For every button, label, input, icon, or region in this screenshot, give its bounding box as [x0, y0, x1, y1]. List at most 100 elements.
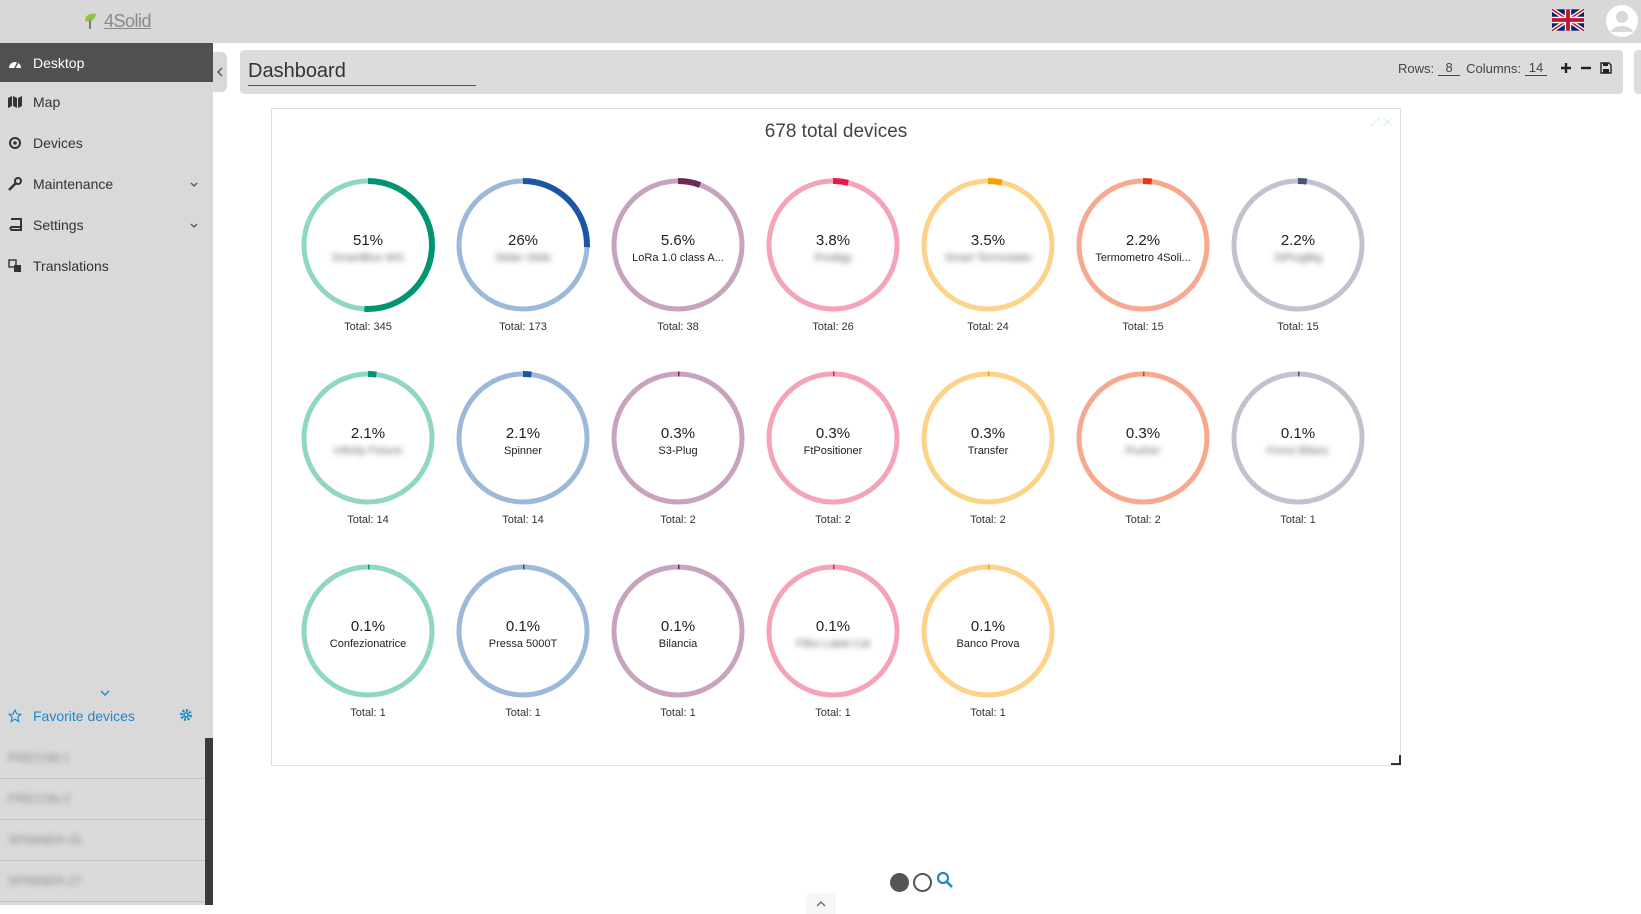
plus-icon[interactable] [1559, 61, 1573, 75]
sidebar-item-label: Maintenance [33, 175, 114, 192]
donut-chart[interactable]: 0.3% S3-Plug Total: 2 [608, 368, 748, 528]
sidebar-item-desktop[interactable]: Desktop [0, 43, 213, 82]
gear-icon[interactable] [179, 708, 195, 724]
sidebar-item-maintenance[interactable]: Maintenance [0, 164, 213, 203]
donut-chart[interactable]: 26% Slider Slide Total: 173 [453, 175, 593, 335]
donut-device-name: SmartiBox WG [331, 252, 405, 264]
donut-chart[interactable]: 0.3% Pusher Total: 2 [1073, 368, 1213, 528]
donut-svg [921, 564, 1055, 698]
app-logo[interactable]: 4Solid [82, 4, 152, 38]
donut-total: Total: 1 [350, 707, 386, 719]
sidebar-item-label: Map [33, 93, 61, 110]
chevron-down-icon [189, 177, 199, 187]
donut-percent: 0.3% [815, 425, 851, 442]
donut-chart[interactable]: 3.8% Prodigy Total: 26 [763, 175, 903, 335]
save-icon[interactable] [1599, 61, 1613, 75]
donut-slice [611, 178, 745, 312]
donut-percent: 2.1% [350, 425, 386, 442]
donut-chart[interactable]: 5.6% LoRa 1.0 class A... Total: 38 [608, 175, 748, 335]
scrollbar[interactable] [205, 738, 213, 905]
right-panel-toggle[interactable] [1634, 50, 1641, 94]
expand-icon[interactable]: ⤢ [1369, 115, 1380, 129]
donut-device-name: Termometro 4Soli... [1095, 252, 1191, 264]
list-item[interactable]: PRECON-1 [0, 738, 205, 779]
sidebar-item-label: Devices [33, 134, 83, 151]
widget-resize-handle[interactable] [1391, 755, 1401, 765]
donut-device-name: Bilancia [658, 638, 698, 650]
favorites-expand-chevron-icon[interactable] [99, 684, 111, 696]
favorite-devices-header[interactable]: Favorite devices [0, 704, 213, 728]
map-icon [7, 94, 23, 110]
sidebar-collapse-button[interactable] [213, 52, 227, 92]
donut-device-name: FtPositioner [803, 445, 863, 457]
donut-percent: 3.8% [815, 232, 851, 249]
chevron-left-icon [217, 67, 223, 77]
donut-slice [921, 371, 1055, 505]
donut-slice [301, 371, 435, 505]
donut-device-name: Smart Termostato [944, 252, 1032, 264]
list-item[interactable]: SPIWNER-25 [0, 820, 205, 861]
chevron-down-icon [189, 218, 199, 228]
donut-svg [301, 178, 435, 312]
donut-chart[interactable]: 0.1% Pressa 5000T Total: 1 [453, 561, 593, 721]
donut-chart[interactable]: 0.3% Transfer Total: 2 [918, 368, 1058, 528]
donut-chart[interactable]: 0.1% Banco Prova Total: 1 [918, 561, 1058, 721]
donut-slice [921, 564, 1055, 698]
minus-icon[interactable] [1579, 61, 1593, 75]
bottom-panel-toggle[interactable] [806, 893, 836, 914]
columns-input[interactable]: 14 [1525, 60, 1547, 76]
donut-chart[interactable]: 0.1% Filtro Label Cal Total: 1 [763, 561, 903, 721]
close-icon[interactable]: ✕ [1382, 115, 1392, 129]
donut-chart[interactable]: 0.1% Confezionatrice Total: 1 [298, 561, 438, 721]
rows-input[interactable]: 8 [1438, 60, 1461, 76]
sidebar-item-map[interactable]: Map [0, 82, 213, 121]
favorite-devices-label: Favorite devices [33, 708, 135, 724]
sidebar-item-settings[interactable]: Settings [0, 205, 213, 244]
sidebar-item-label: Settings [33, 216, 84, 233]
donut-device-name: S3-Plug [658, 445, 698, 457]
donut-chart[interactable]: 0.3% FtPositioner Total: 2 [763, 368, 903, 528]
donut-chart[interactable]: 2.1% Spinner Total: 14 [453, 368, 593, 528]
donut-device-name: Spinner [504, 445, 542, 457]
widget-title: 678 total devices [764, 121, 908, 142]
donut-total: Total: 1 [970, 707, 1006, 719]
donut-percent: 0.3% [660, 425, 696, 442]
donut-chart[interactable]: 2.2% Termometro 4Soli... Total: 15 [1073, 175, 1213, 335]
donut-svg [1231, 178, 1365, 312]
page-pager [890, 871, 954, 894]
donut-device-name: Confezionatrice [329, 638, 407, 650]
sidebar-item-label: Desktop [33, 54, 85, 71]
donut-chart[interactable]: 3.5% Smart Termostato Total: 24 [918, 175, 1058, 335]
sidebar-item-devices[interactable]: Devices [0, 123, 213, 162]
donut-total: Total: 173 [499, 321, 547, 333]
donut-svg [456, 564, 590, 698]
donut-chart[interactable]: 0.1% Bilancia Total: 1 [608, 561, 748, 721]
donut-svg [1231, 371, 1365, 505]
donut-percent: 26% [507, 232, 539, 249]
uk-flag-icon[interactable] [1550, 7, 1586, 33]
list-item[interactable]: PRECON-2 [0, 779, 205, 820]
donut-total: Total: 1 [815, 707, 851, 719]
user-avatar-icon[interactable] [1605, 4, 1639, 38]
donut-percent: 0.3% [970, 425, 1006, 442]
donut-percent: 0.1% [350, 618, 386, 635]
search-icon[interactable] [936, 871, 954, 894]
translate-icon [7, 258, 23, 274]
rows-label: Rows: [1397, 60, 1435, 76]
donut-percent: 2.2% [1280, 232, 1316, 249]
donut-chart[interactable]: 51% SmartiBox WG Total: 345 [298, 175, 438, 335]
donut-chart[interactable]: 2.1% Infinity Fixture Total: 14 [298, 368, 438, 528]
donut-total: Total: 2 [815, 514, 851, 526]
page-dot-2[interactable] [913, 873, 932, 892]
page-dot-1[interactable] [890, 873, 909, 892]
sidebar-item-label: Translations [33, 257, 109, 274]
donut-slice [611, 371, 745, 505]
dashboard-title-input[interactable]: Dashboard [248, 58, 476, 86]
sidebar-item-translations[interactable]: Translations [0, 246, 213, 285]
donut-chart[interactable]: 2.2% SiPlugBig Total: 15 [1228, 175, 1368, 335]
donut-total: Total: 1 [660, 707, 696, 719]
list-item[interactable]: SPIWNER-27 [0, 861, 205, 902]
donut-chart[interactable]: 0.1% Forno Bilanc Total: 1 [1228, 368, 1368, 528]
donut-percent: 0.1% [660, 618, 696, 635]
donut-slice [766, 371, 900, 505]
